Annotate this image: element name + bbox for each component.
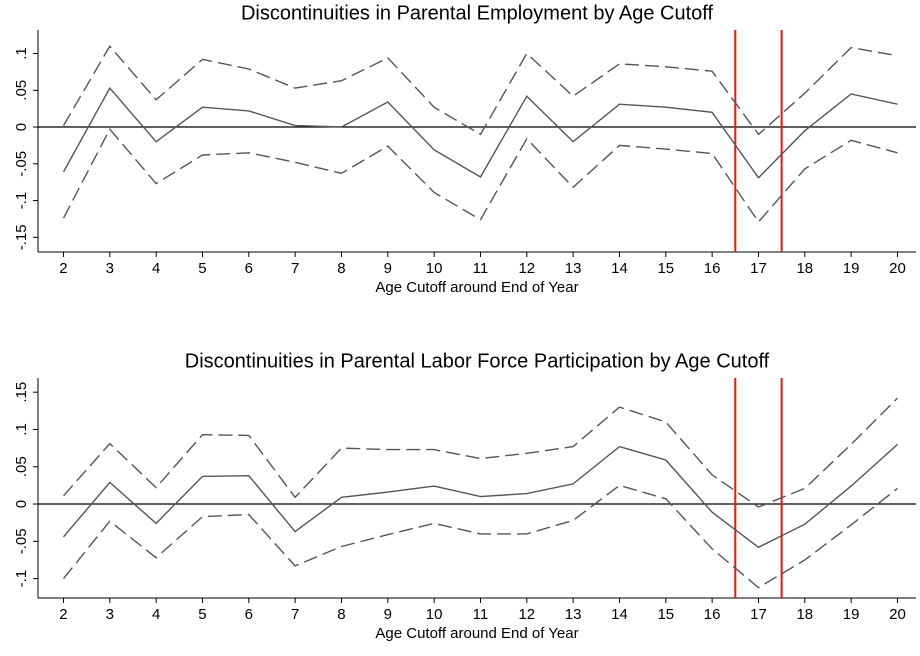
x-tick-label: 10 (426, 260, 443, 277)
x-tick-label: 12 (518, 260, 535, 277)
y-tick-label: -.1 (13, 570, 30, 588)
ci-line (62, 397, 898, 508)
y-tick-label: 0 (13, 500, 30, 508)
x-tick-label: 2 (59, 606, 67, 623)
x-tick-label: 8 (337, 260, 345, 277)
x-tick-label: 9 (384, 606, 392, 623)
x-tick-label: 17 (750, 260, 767, 277)
x-tick-label: 2 (59, 260, 67, 277)
y-tick-label: .1 (13, 47, 30, 60)
x-tick-label: 5 (198, 606, 206, 623)
ci-line (62, 484, 898, 589)
x-tick-label: 12 (518, 606, 535, 623)
y-tick-label: 0 (13, 123, 30, 131)
x-tick-label: 14 (611, 606, 628, 623)
y-tick-label: .1 (13, 423, 30, 436)
x-tick-label: 14 (611, 260, 628, 277)
y-tick-label: -.05 (13, 151, 30, 177)
x-tick-label: 5 (198, 260, 206, 277)
x-tick-label: 15 (657, 606, 674, 623)
x-tick-label: 9 (384, 260, 392, 277)
x-tick-label: 18 (796, 260, 813, 277)
ci-line (62, 45, 898, 136)
x-tick-label: 6 (245, 260, 253, 277)
x-tick-label: 3 (106, 260, 114, 277)
x-axis-label: Age Cutoff around End of Year (375, 625, 578, 642)
y-tick-label: .05 (13, 80, 30, 101)
x-tick-label: 19 (843, 260, 860, 277)
x-tick-label: 11 (473, 260, 489, 277)
x-tick-label: 17 (750, 606, 767, 623)
x-tick-label: 15 (657, 260, 674, 277)
y-tick-label: -.15 (13, 224, 30, 250)
x-tick-label: 8 (337, 606, 345, 623)
chart-title: Discontinuities in Parental Labor Force … (185, 350, 770, 372)
x-tick-label: 7 (291, 260, 299, 277)
x-tick-label: 4 (152, 606, 160, 623)
x-tick-label: 16 (704, 606, 721, 623)
x-tick-label: 13 (565, 606, 582, 623)
y-tick-label: .05 (13, 456, 30, 477)
x-tick-label: 20 (889, 606, 906, 623)
x-tick-label: 16 (704, 260, 721, 277)
x-tick-label: 4 (152, 260, 160, 277)
x-tick-label: 20 (889, 260, 906, 277)
x-axis-label: Age Cutoff around End of Year (375, 279, 578, 296)
x-tick-label: 19 (843, 606, 860, 623)
y-tick-label: .15 (13, 382, 30, 403)
x-tick-label: 3 (106, 606, 114, 623)
ci-line (62, 127, 898, 224)
y-tick-label: -.05 (13, 528, 30, 554)
x-tick-label: 18 (796, 606, 813, 623)
x-tick-label: 10 (426, 606, 443, 623)
estimate-line (62, 86, 898, 179)
x-tick-label: 6 (245, 606, 253, 623)
chart-title: Discontinuities in Parental Employment b… (241, 2, 714, 24)
x-tick-label: 11 (473, 606, 489, 623)
x-tick-label: 13 (565, 260, 582, 277)
estimate-line (62, 443, 898, 549)
y-tick-label: -.1 (13, 192, 30, 210)
x-tick-label: 7 (291, 606, 299, 623)
